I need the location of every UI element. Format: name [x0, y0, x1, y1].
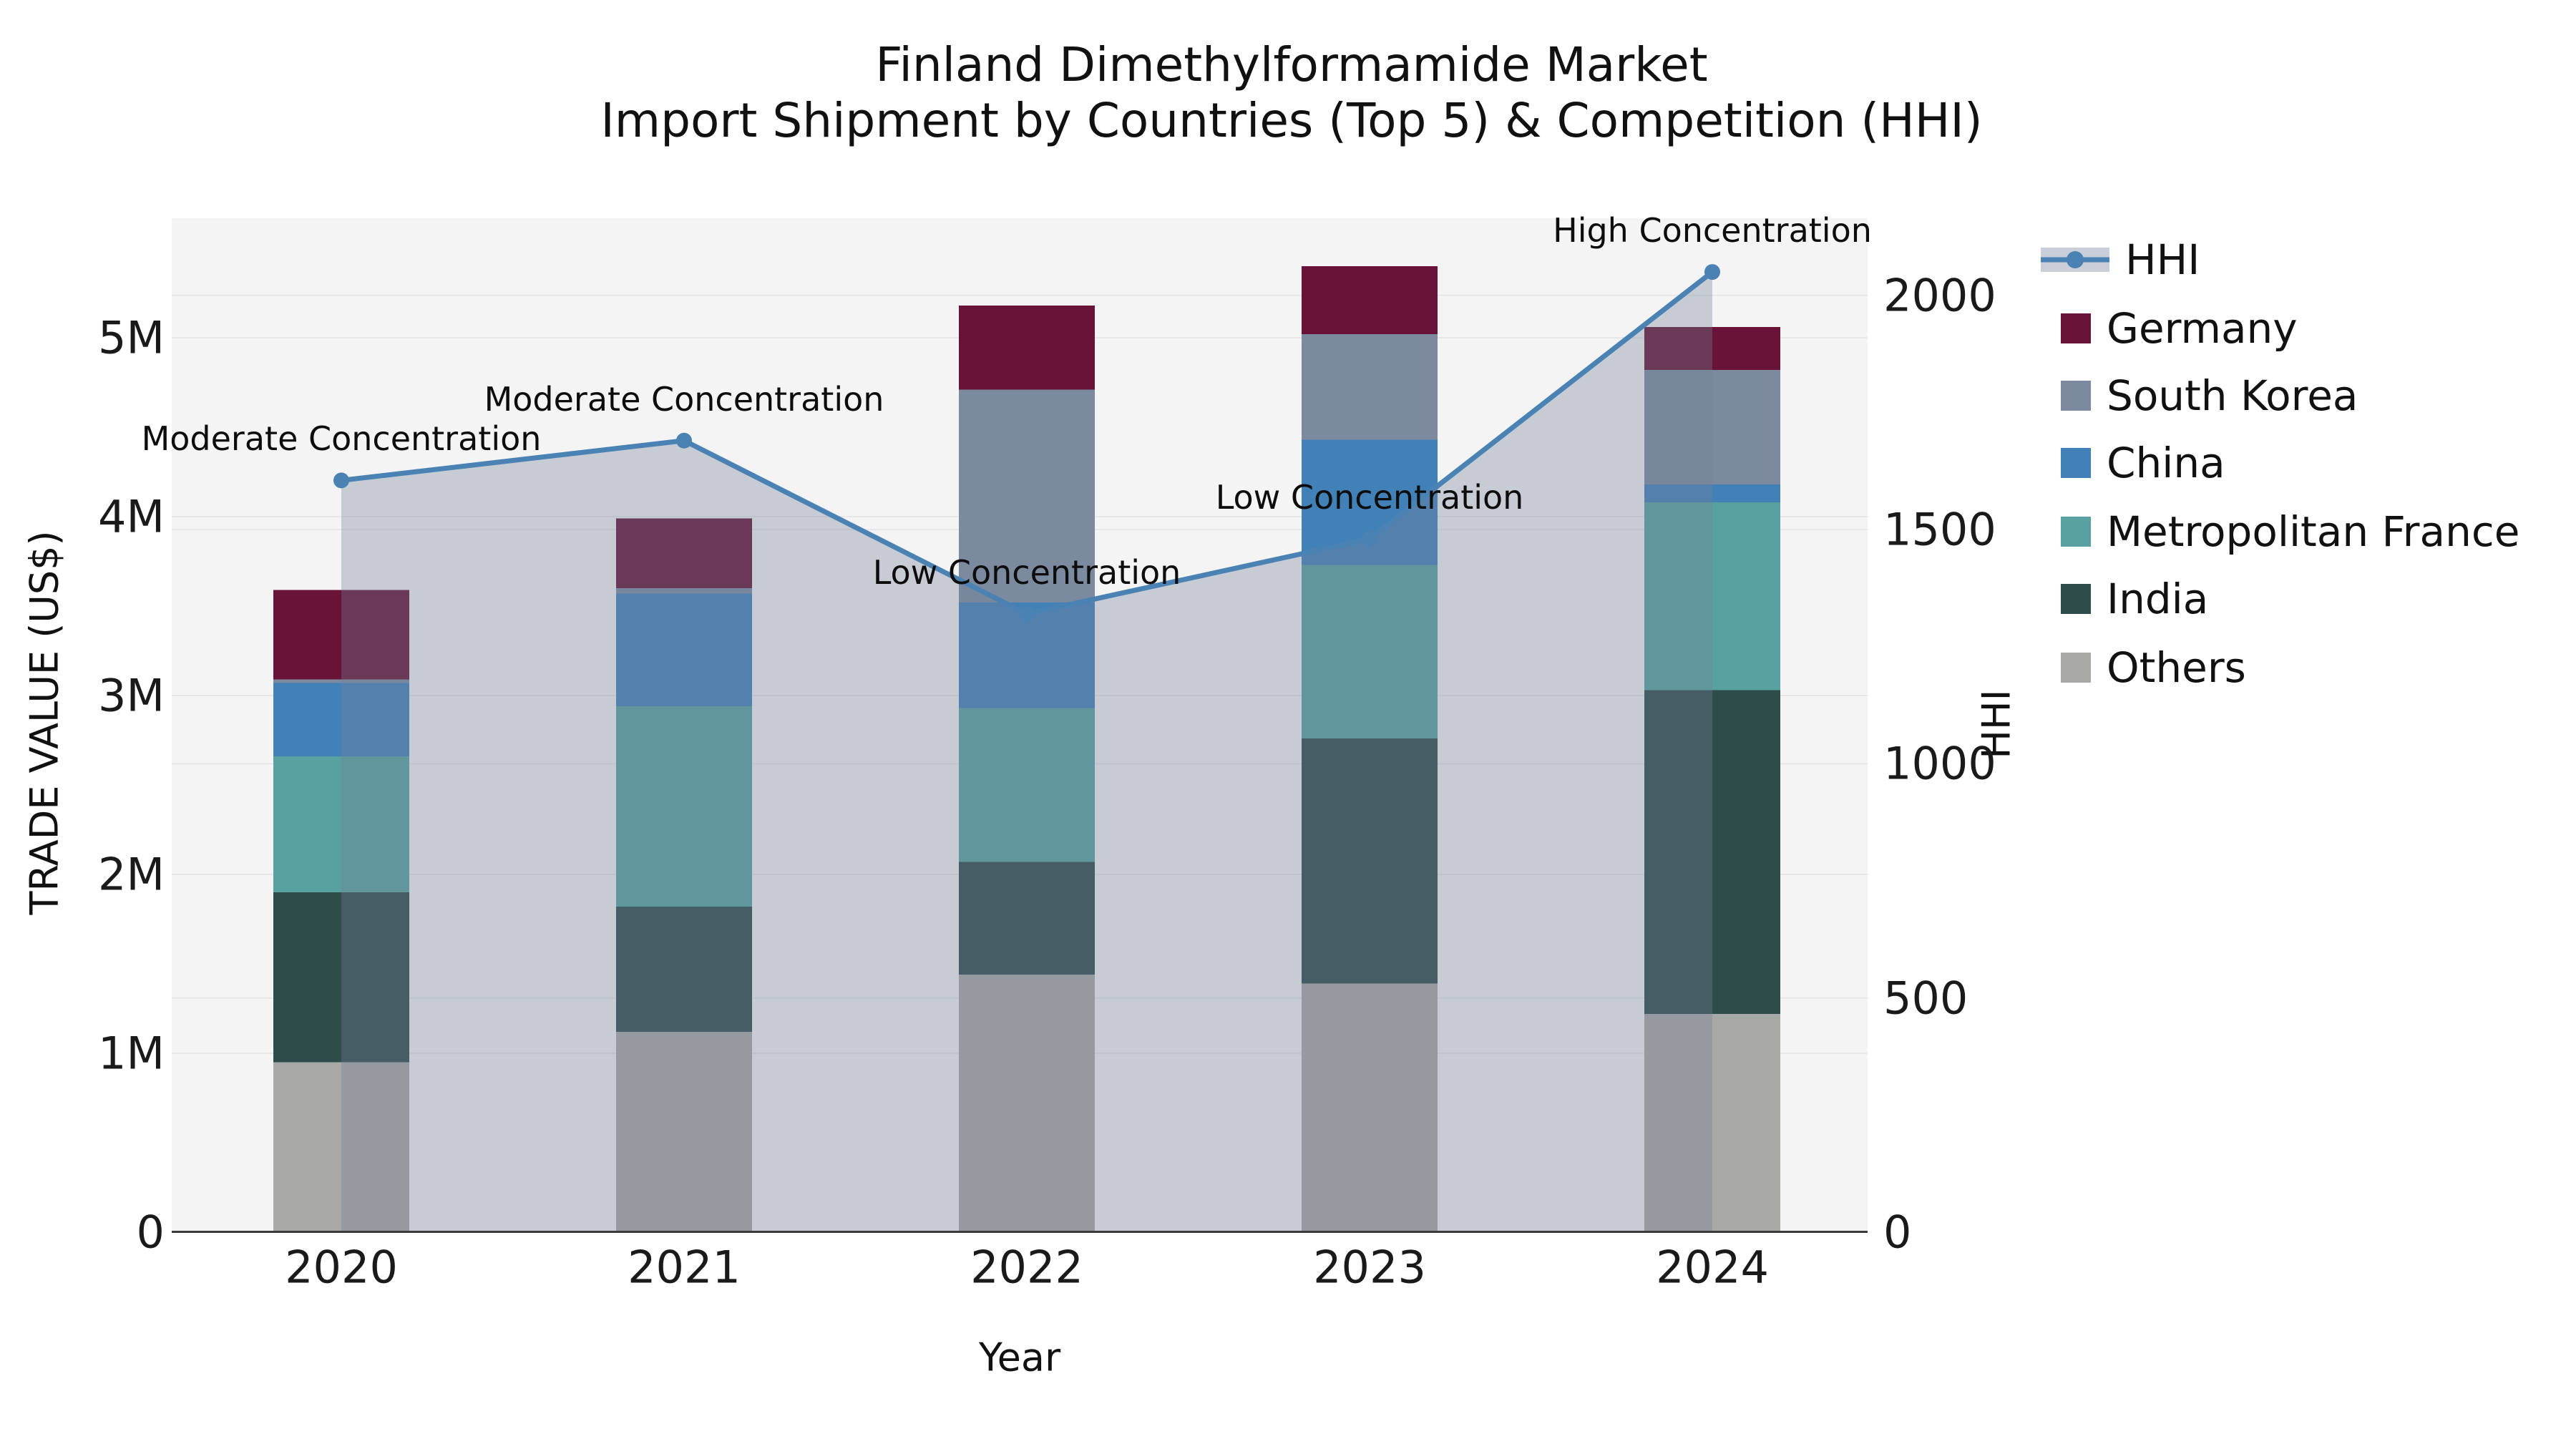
- bar-segment-2020-china: [273, 683, 409, 756]
- bar-segment-2024-metropolitan-france: [1644, 502, 1780, 691]
- bar-segment-2022-south-korea: [959, 389, 1095, 602]
- y-left-tick-0: 0: [136, 1206, 165, 1259]
- chart-plot: [172, 218, 1868, 1233]
- legend-swatch-south-korea: [2061, 381, 2091, 411]
- legend-item-germany: Germany: [2041, 295, 2298, 362]
- hhi-marker-2024: [1704, 264, 1720, 280]
- x-tick-2020: 2020: [285, 1241, 398, 1294]
- y-left-tick-2M: 2M: [98, 848, 165, 901]
- legend-item-hhi: HHI: [2041, 226, 2200, 293]
- y-right-tick-0: 0: [1883, 1206, 1912, 1259]
- bar-segment-2024-south-korea: [1644, 370, 1780, 484]
- chart-title-line2: Import Shipment by Countries (Top 5) & C…: [600, 93, 1983, 148]
- bar-segment-2021-others: [616, 1032, 752, 1232]
- y-left-tick-1M: 1M: [98, 1027, 165, 1080]
- bar-segment-2021-metropolitan-france: [616, 706, 752, 907]
- bar-segment-2024-india: [1644, 690, 1780, 1014]
- hhi-marker-2023: [1362, 531, 1377, 547]
- y-right-tick-1500: 1500: [1883, 503, 1996, 556]
- y-left-tick-3M: 3M: [98, 669, 165, 722]
- annotation-2021: Moderate Concentration: [484, 379, 884, 419]
- bar-segment-2020-metropolitan-france: [273, 756, 409, 892]
- legend-swatch-china: [2061, 448, 2091, 478]
- hhi-area: [341, 272, 1712, 1232]
- hhi-marker-2022: [1019, 605, 1035, 622]
- legend-label-others: Others: [2107, 643, 2246, 692]
- y-axis-title-left: TRADE VALUE (US$): [21, 530, 67, 915]
- bar-segment-2020-others: [273, 1062, 409, 1232]
- y-right-tick-2000: 2000: [1883, 269, 1996, 322]
- bar-segment-2023-germany: [1302, 266, 1438, 334]
- legend-hhi-line-icon: [2041, 248, 2109, 272]
- annotation-2023: Low Concentration: [1215, 478, 1524, 517]
- bar-segment-2023-south-korea: [1302, 334, 1438, 440]
- x-tick-2021: 2021: [628, 1241, 741, 1294]
- bar-segment-2022-germany: [959, 306, 1095, 390]
- legend-item-others: Others: [2041, 634, 2246, 701]
- legend-item-india: India: [2041, 565, 2208, 633]
- legend-label-hhi: HHI: [2125, 235, 2200, 284]
- bar-segment-2023-india: [1302, 738, 1438, 984]
- y-right-tick-1000: 1000: [1883, 737, 1996, 790]
- legend-swatch-india: [2061, 584, 2091, 614]
- hhi-marker-2021: [676, 432, 692, 449]
- legend-label-metropolitan-france: Metropolitan France: [2107, 507, 2520, 556]
- legend-label-germany: Germany: [2107, 304, 2298, 353]
- legend-item-china: China: [2041, 429, 2225, 497]
- bar-segment-2022-others: [959, 975, 1095, 1232]
- chart-title: Finland Dimethylformamide Market Import …: [182, 37, 2401, 149]
- bar-segment-2020-germany: [273, 590, 409, 680]
- bar-segment-2021-south-korea: [616, 588, 752, 594]
- bar-segment-2021-china: [616, 593, 752, 706]
- annotation-2024: High Concentration: [1553, 211, 1872, 250]
- hhi-marker-2020: [333, 472, 349, 489]
- chart-title-line1: Finland Dimethylformamide Market: [875, 37, 1708, 92]
- y-right-tick-500: 500: [1883, 972, 1968, 1025]
- legend-label-china: China: [2107, 439, 2225, 487]
- bar-segment-2024-china: [1644, 484, 1780, 502]
- legend-item-metropolitan-france: Metropolitan France: [2041, 498, 2519, 565]
- y-left-tick-4M: 4M: [98, 490, 165, 543]
- bar-segment-2021-germany: [616, 518, 752, 588]
- bar-segment-2023-others: [1302, 983, 1438, 1232]
- legend-swatch-germany: [2061, 313, 2091, 343]
- annotation-2022: Low Concentration: [872, 552, 1181, 592]
- legend-swatch-others: [2061, 653, 2091, 683]
- legend-label-india: India: [2107, 575, 2209, 623]
- bar-segment-2020-south-korea: [273, 679, 409, 683]
- bar-segment-2020-india: [273, 892, 409, 1063]
- legend-swatch-metropolitan-france: [2061, 517, 2091, 547]
- y-left-tick-5M: 5M: [98, 311, 165, 364]
- x-tick-2024: 2024: [1656, 1241, 1769, 1294]
- bar-segment-2022-india: [959, 862, 1095, 975]
- legend-label-south-korea: South Korea: [2107, 371, 2358, 420]
- annotation-2020: Moderate Concentration: [141, 419, 542, 459]
- x-tick-2023: 2023: [1313, 1241, 1426, 1294]
- x-tick-2022: 2022: [970, 1241, 1083, 1294]
- bar-segment-2021-india: [616, 907, 752, 1032]
- legend-item-south-korea: South Korea: [2041, 362, 2358, 429]
- bar-segment-2024-germany: [1644, 327, 1780, 370]
- bar-segment-2023-metropolitan-france: [1302, 565, 1438, 738]
- x-axis-title: Year: [978, 1335, 1061, 1380]
- bar-segment-2022-metropolitan-france: [959, 708, 1095, 862]
- bar-segment-2024-others: [1644, 1014, 1780, 1232]
